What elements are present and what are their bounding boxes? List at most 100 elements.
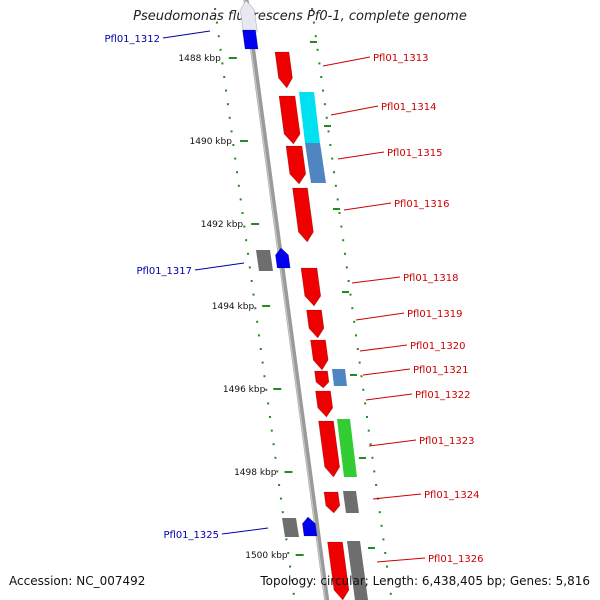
gene-label-pfl01-1312[interactable]: Pfl01_1312 [104,34,160,45]
rail-dot-left [250,280,253,282]
rail-dot-left [292,592,295,595]
misc-feature-gray-1317[interactable] [256,250,273,271]
gene-label-pfl01-1326[interactable]: Pfl01_1326 [428,554,484,565]
cds-arrow-pfl01-1321[interactable] [314,370,330,389]
gene-label-pfl01-1320[interactable]: Pfl01_1320 [410,341,466,352]
rail-dot-right [367,429,370,432]
gene-label-pfl01-1317[interactable]: Pfl01_1317 [136,266,192,277]
label-leader-line [330,105,379,116]
misc-feature-gray-1324[interactable] [343,491,359,513]
label-leader-line [221,527,269,535]
rail-dot-right [387,579,390,582]
rail-dot-left [215,21,218,24]
gene-label-pfl01-1319[interactable]: Pfl01_1319 [407,309,463,320]
cds-arrow-pfl01-1319[interactable] [306,309,325,339]
rail-dot-left [252,293,255,296]
rail-dot-right [338,212,341,214]
rail-dot-left [221,62,224,65]
rail-dot-left [226,103,229,106]
gene-label-pfl01-1313[interactable]: Pfl01_1313 [373,53,429,64]
rail-dot-right [356,348,359,350]
cds-arrow-pfl01-1316[interactable] [292,187,314,243]
misc-feature-cyan-1314[interactable] [299,92,320,143]
misc-feature-steelblue-1315[interactable] [305,143,326,183]
rail-dot-right [322,89,325,92]
rail-dot-left [239,198,242,201]
gene-label-pfl01-1325[interactable]: Pfl01_1325 [163,530,219,541]
cds-arrow-pfl01-1325[interactable] [302,516,318,537]
gene-label-pfl01-1316[interactable]: Pfl01_1316 [394,199,450,210]
rail-dot-left [234,157,237,160]
rail-dot-right [344,252,347,255]
rail-dot-left [290,579,293,582]
rail-dot-left [263,375,266,378]
gene-label-pfl01-1323[interactable]: Pfl01_1323 [419,436,475,447]
misc-feature-steelblue-1321[interactable] [332,369,347,386]
gene-label-pfl01-1321[interactable]: Pfl01_1321 [413,365,469,376]
cds-arrow-pfl01-1320[interactable] [310,339,329,371]
rail-dot-right [316,48,319,51]
cds-arrow-pfl01-1324[interactable] [323,491,341,514]
rail-dot-right [365,416,368,418]
rail-dot-left [289,565,292,568]
rail-dot-right [375,484,378,486]
rail-dot-right [311,8,314,10]
rail-dot-right [380,524,383,527]
rna-gene-pfl01-1312-top[interactable] [240,0,258,33]
rail-dot-right [354,334,357,337]
gene-label-pfl01-1318[interactable]: Pfl01_1318 [403,273,459,284]
cds-arrow-pfl01-1315[interactable] [285,145,307,185]
rail-dot-right [333,171,336,174]
gene-label-pfl01-1314[interactable]: Pfl01_1314 [381,102,437,113]
rail-dot-left [243,225,246,228]
cds-arrow-pfl01-1317[interactable] [275,247,291,269]
genome-backbone-highlight [243,0,326,600]
rail-dot-right [353,320,356,323]
cds-arrow-pfl01-1326[interactable] [327,541,350,600]
gene-label-pfl01-1324[interactable]: Pfl01_1324 [424,490,480,501]
accession-label: Accession: NC_007492 [9,574,146,588]
genome-backbone [243,0,330,600]
rail-dot-right [340,225,343,228]
misc-feature-green-1323[interactable] [337,419,357,477]
rail-dot-left [268,416,271,418]
rail-dot-right [386,565,389,568]
label-leader-line [372,493,422,500]
rail-dot-left [241,212,244,214]
rail-dot-left [265,388,268,391]
rail-dot-right [351,307,354,310]
gene-label-pfl01-1315[interactable]: Pfl01_1315 [387,148,443,159]
cds-arrow-pfl01-1314[interactable] [278,95,301,145]
gene-label-pfl01-1322[interactable]: Pfl01_1322 [415,390,471,401]
rail-dot-right [320,76,323,78]
rail-dot-right [331,157,334,160]
rail-dot-left [228,116,231,119]
cds-arrow-pfl01-1322[interactable] [315,390,334,418]
rail-dot-right [325,116,328,119]
kbp-tick-label: 1496 kbp [223,385,266,395]
rail-dot-left [219,48,222,51]
rail-dot-left [225,89,228,92]
label-leader-line [365,393,413,401]
misc-feature-gray-1326[interactable] [347,541,368,600]
cds-arrow-pfl01-1313[interactable] [274,51,293,89]
rail-dot-left [276,470,279,473]
kbp-tick-label: 1492 kbp [201,220,244,230]
cds-arrow-pfl01-1312[interactable] [242,29,259,50]
cds-arrow-pfl01-1318[interactable] [300,267,322,307]
genome-stats-label: Topology: circular; Length: 6,438,405 bp… [260,574,590,588]
cds-arrow-pfl01-1323[interactable] [318,420,340,478]
rail-dot-right [371,456,374,459]
rail-dot-right [349,293,352,296]
rail-dot-left [272,443,275,446]
label-leader-line [362,368,411,376]
label-leader-line [351,276,401,284]
misc-feature-gray-1325[interactable] [282,518,299,537]
rail-dot-right [347,280,350,282]
label-leader-line [194,262,245,271]
rail-dot-left [270,429,273,432]
rail-dot-right [362,388,365,391]
map-title: Pseudomonas fluorescens Pf0-1, complete … [133,9,467,24]
rail-dot-right [369,443,372,446]
